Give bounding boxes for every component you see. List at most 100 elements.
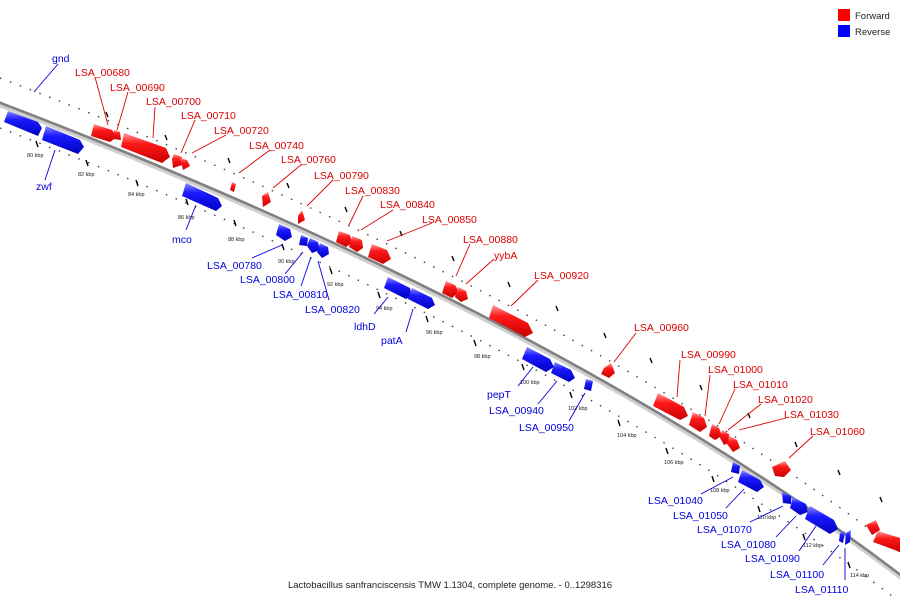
reverse-legend-label: Reverse: [855, 27, 890, 38]
svg-text:LSA_00760: LSA_00760: [281, 154, 336, 166]
scale-tick: 106 kbp: [664, 447, 684, 466]
svg-text:LSA_01070: LSA_01070: [697, 524, 752, 536]
gene-LSA_00740[interactable]: LSA_00740: [230, 140, 304, 192]
svg-text:LSA_00680: LSA_00680: [75, 67, 130, 79]
svg-text:108 kbp: 108 kbp: [710, 488, 730, 494]
gene-LSA_01060[interactable]: LSA_01060: [772, 426, 865, 477]
gene-LSA_00830[interactable]: LSA_00830: [336, 185, 400, 247]
gene-LSA_00700[interactable]: LSA_00700: [121, 96, 201, 163]
svg-text:yybA: yybA: [494, 250, 517, 262]
gene-LSA_00840[interactable]: LSA_00840: [349, 199, 435, 252]
backbone-line: [0, 101, 900, 577]
gene-LSA_01040[interactable]: LSA_01040: [648, 462, 740, 507]
gene-LSA_00950[interactable]: LSA_00950: [519, 379, 593, 434]
svg-text:LSA_00740: LSA_00740: [249, 140, 304, 152]
scale-tick: 82 kbp: [78, 159, 95, 178]
gene-LSA_00760[interactable]: LSA_00760: [262, 154, 336, 207]
gene-LSA_01050[interactable]: LSA_01050: [673, 470, 764, 522]
svg-text:LSA_01010: LSA_01010: [733, 379, 788, 391]
gene-LSA_00880[interactable]: LSA_00880: [442, 234, 518, 298]
gene-LSA_00780[interactable]: LSA_00780: [207, 224, 292, 272]
scale-tick: 108 kbp: [710, 475, 730, 494]
svg-text:114 kbp: 114 kbp: [850, 573, 869, 579]
svg-text:92 kbp: 92 kbp: [327, 282, 344, 288]
gene-LSA_01070[interactable]: LSA_01070: [697, 492, 791, 536]
svg-text:LSA_01020: LSA_01020: [758, 394, 813, 406]
gene-edge-forward: [866, 520, 880, 535]
gene-patA[interactable]: patA: [381, 288, 435, 347]
scale-tick: 84 kbp: [128, 179, 145, 198]
gene-LSA_00960[interactable]: LSA_00960: [601, 322, 689, 378]
gene-edge-forward-2: [873, 531, 900, 552]
svg-text:pepT: pepT: [487, 389, 512, 401]
svg-text:102 kbp: 102 kbp: [568, 406, 588, 412]
gene-LSA_01010[interactable]: LSA_01010: [709, 379, 788, 440]
svg-text:LSA_00700: LSA_00700: [146, 96, 201, 108]
gene-LSA_01090[interactable]: LSA_01090: [745, 506, 838, 565]
svg-text:96 kbp: 96 kbp: [426, 330, 443, 336]
gene-mco[interactable]: mco: [172, 183, 222, 246]
svg-text:84 kbp: 84 kbp: [128, 192, 145, 198]
svg-text:LSA_01110: LSA_01110: [795, 584, 848, 596]
svg-text:LSA_00690: LSA_00690: [110, 82, 165, 94]
backbone-shadow: [0, 102, 900, 580]
svg-text:82 kbp: 82 kbp: [78, 172, 95, 178]
svg-text:LSA_01050: LSA_01050: [673, 510, 728, 522]
gene-LSA_00680[interactable]: LSA_00680: [75, 67, 130, 142]
svg-text:86 kbp: 86 kbp: [178, 215, 195, 221]
gene-pepT[interactable]: pepT: [487, 347, 554, 401]
svg-text:80 kbp: 80 kbp: [27, 153, 44, 159]
scale-tick: 96 kbp: [425, 315, 443, 336]
svg-text:88 kbp: 88 kbp: [228, 237, 245, 243]
svg-text:LSA_01040: LSA_01040: [648, 495, 703, 507]
svg-text:LSA_00800: LSA_00800: [240, 274, 295, 286]
svg-text:LSA_00840: LSA_00840: [380, 199, 435, 211]
svg-text:mco: mco: [172, 234, 192, 246]
svg-text:106 kbp: 106 kbp: [664, 460, 684, 466]
gene-yybA[interactable]: yybA: [455, 250, 517, 302]
gene-zwf[interactable]: zwf: [36, 126, 84, 193]
svg-text:LSA_00790: LSA_00790: [314, 170, 369, 182]
gene-LSA_00850[interactable]: LSA_00850: [368, 214, 477, 264]
gene-LSA_00810[interactable]: LSA_00810: [273, 238, 328, 301]
gene-LSA_00800[interactable]: LSA_00800: [240, 235, 308, 286]
svg-text:LSA_00990: LSA_00990: [681, 349, 736, 361]
gene-LSA_00940[interactable]: LSA_00940: [489, 362, 575, 417]
gene-gnd[interactable]: gnd: [4, 53, 70, 136]
svg-text:LSA_01080: LSA_01080: [721, 539, 776, 551]
svg-text:LSA_01000: LSA_01000: [708, 364, 763, 376]
gene-LSA_00990[interactable]: LSA_00990: [653, 349, 736, 420]
svg-text:patA: patA: [381, 335, 403, 347]
scale-tick: 92 kbp: [327, 267, 344, 288]
scale-tick: 112 kbp: [802, 533, 822, 549]
svg-text:LSA_00720: LSA_00720: [214, 125, 269, 137]
gene-ldhD[interactable]: ldhD: [354, 277, 412, 333]
scale-tick: 102 kbp: [568, 391, 588, 412]
gene-LSA_01020[interactable]: LSA_01020: [720, 394, 813, 445]
genome-caption: Lactobacillus sanfranciscensis TMW 1.130…: [288, 580, 612, 591]
forward-genes: LSA_00680 LSA_00690 LSA_00700 LSA_00710 …: [75, 67, 900, 552]
gene-LSA_01080[interactable]: LSA_01080: [721, 497, 808, 551]
gene-LSA_00790[interactable]: LSA_00790: [298, 170, 369, 224]
gene-LSA_01110[interactable]: LSA_01110: [795, 530, 851, 596]
gene-LSA_00690[interactable]: LSA_00690: [110, 82, 165, 140]
gene-LSA_00820[interactable]: LSA_00820: [305, 243, 360, 316]
inner-dotted-track: [0, 127, 899, 600]
svg-text:LSA_00810: LSA_00810: [273, 289, 328, 301]
gene-LSA_00720[interactable]: LSA_00720: [191, 125, 269, 154]
svg-text:110 kbp: 110 kbp: [757, 515, 776, 521]
gene-LSA_00920[interactable]: LSA_00920: [489, 270, 589, 337]
svg-text:LSA_01060: LSA_01060: [810, 426, 865, 438]
svg-text:LSA_00940: LSA_00940: [489, 405, 544, 417]
svg-text:98 kbp: 98 kbp: [474, 354, 491, 360]
gene-LSA_01000[interactable]: LSA_01000: [689, 364, 763, 432]
scale-tick: 88 kbp: [228, 219, 245, 243]
scale-tick: 94 kbp: [376, 291, 393, 312]
scale-ticks: 80 kbp 82 kbp 84 kbp 86 kbp 88 kbp 90 kb…: [27, 140, 869, 579]
gene-LSA_01100[interactable]: LSA_01100: [770, 531, 845, 581]
reverse-genes: gnd zwf mco LSA_00780 LSA_00800 LSA_0081…: [4, 53, 851, 596]
gene-LSA_00710[interactable]: LSA_00710: [172, 110, 236, 170]
gene-LSA_01030[interactable]: LSA_01030: [727, 409, 839, 452]
scale-tick: 114 kbp: [847, 561, 869, 579]
